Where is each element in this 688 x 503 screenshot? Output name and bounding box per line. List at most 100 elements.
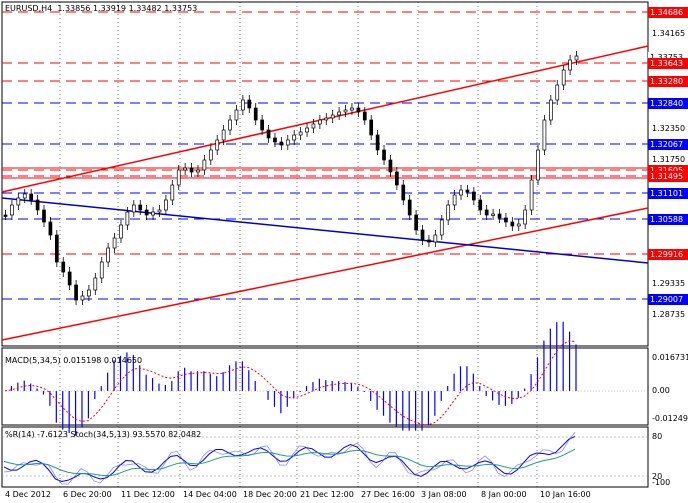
level-tag-blue: 1.32067 [648,139,688,150]
candle-body [241,99,245,111]
price-axis-label: 1.34165 [652,29,686,38]
candle-body [285,139,290,146]
price-panel [1,1,649,347]
time-axis-label: 4 Dec 2012 [5,490,52,499]
candle-body [356,107,361,113]
candle-body [555,84,560,101]
blue-trend-line[interactable] [1,197,649,264]
stoch-axis-label: 80 [652,432,663,441]
candle-body [279,141,284,146]
candle-body [35,199,40,211]
level-tag-red: 1.29916 [648,249,688,260]
candle-body [510,221,515,227]
candle-body [574,55,579,61]
candle-body [375,134,380,151]
candle-body [388,159,393,173]
candlesticks [3,51,579,305]
candle-body [151,211,155,216]
candle-body [138,204,143,211]
candle-body [350,107,354,111]
candle-body [106,247,111,263]
chart-header: EURUSD,H4 1.33856 1.33919 1.33482 1.3375… [5,4,197,13]
level-tag-blue: 1.31101 [648,188,688,199]
candle-body [491,213,495,216]
lower-channel-line[interactable] [1,207,649,341]
level-tag-red: 1.33643 [648,58,688,69]
candle-body [568,59,572,71]
candle-body [343,109,348,113]
level-tag-blue: 1.30588 [648,214,688,225]
time-axis-label: 27 Dec 16:00 [361,490,415,499]
candle-body [439,219,444,236]
candle-body [298,131,303,136]
stoch-signal-line [3,448,576,477]
time-axis-label: 3 Jan 08:00 [421,490,467,499]
candle-body [395,171,399,186]
time-axis-label: 18 Dec 20:00 [243,490,297,499]
price-axis-label: 1.31750 [652,155,686,164]
candle-body [433,234,438,243]
candle-body [189,167,194,173]
candle-body [414,214,418,231]
candle-body [446,204,451,221]
candle-body [465,189,470,193]
candle-body [61,261,66,273]
candle-body [176,169,181,186]
candle-body [452,194,457,206]
current-price-tag: 1.33753 [648,52,688,63]
candle-body [215,139,220,151]
macd-panel [1,347,649,426]
candle-body [228,119,232,131]
candle-body [504,217,508,223]
macd-signal-line [4,340,577,426]
time-axis-label: 6 Dec 20:00 [63,490,112,499]
price-axis-label: 1.28735 [652,310,686,319]
candle-body [478,199,483,211]
level-tag-red: 1.31495 [648,171,688,182]
candle-body [16,197,21,206]
candle-body [196,169,200,173]
level-tag-blue: 1.29007 [648,294,688,305]
candle-body [48,221,53,236]
candle-body [536,149,540,181]
stoch-axis-label: -100 [652,478,671,487]
candle-body [516,223,521,227]
candle-body [54,234,59,263]
candle-body [260,119,264,131]
candle-body [74,284,78,301]
candle-body [253,107,258,121]
price-axis-label: 1.29335 [652,279,686,288]
candle-body [125,211,130,226]
macd-axis-label: 0.00 [652,386,670,395]
candle-body [401,184,406,201]
candle-body [67,271,72,286]
level-tag-blue: 1.32840 [648,98,688,109]
candle-body [10,204,14,216]
candle-body [119,224,123,239]
candle-body [318,119,322,125]
stoch-panel [1,426,649,488]
macd-axis-label: -0.01249 [652,414,688,423]
candle-body [29,193,34,201]
symbol-timeframe: EURUSD,H4 [5,4,53,13]
time-axis-label: 8 Jan 00:00 [481,490,527,499]
macd-label: MACD(5,34,5) 0.015198 0.014650 [5,356,143,365]
macd-histogram [10,321,577,436]
candle-body [382,149,386,161]
time-axis-label: 14 Dec 04:00 [183,490,237,499]
price-axis-label: 1.32350 [652,124,686,133]
stoch-axis-label: 20 [652,472,663,481]
williams-r-line [3,431,576,485]
candle-body [3,214,8,217]
candle-body [266,129,271,139]
candle-body [484,209,489,216]
candle-body [183,167,187,171]
candle-body [305,127,309,133]
candle-body [337,111,341,116]
candle-body [561,69,566,86]
candle-body [324,117,329,121]
candle-body [93,277,98,291]
candle-body [131,204,136,213]
candle-body [497,213,502,219]
